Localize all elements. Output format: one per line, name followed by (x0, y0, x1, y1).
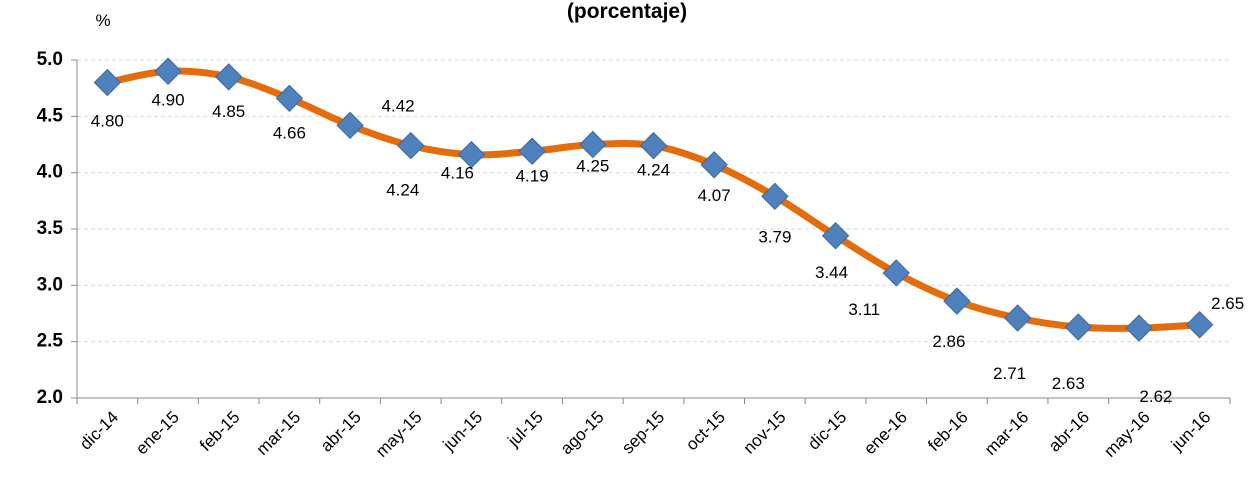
x-tick-label: dic-15 (804, 407, 850, 453)
x-tick-label: sep-15 (618, 407, 668, 457)
x-tick-label: may-15 (372, 407, 426, 461)
x-tick-label: jun-16 (1167, 407, 1215, 455)
marker (275, 84, 304, 113)
y-tick-label: 2.5 (37, 331, 64, 352)
marker (154, 57, 182, 85)
x-tick-label: abr-15 (317, 407, 365, 455)
x-tick-label: oct-15 (682, 407, 729, 454)
marker (518, 137, 546, 165)
y-tick-label: 4.5 (37, 105, 64, 126)
data-label: 4.25 (576, 157, 609, 176)
marker (579, 130, 607, 159)
x-tick-label: feb-15 (196, 407, 244, 455)
x-tick-label: mar-16 (981, 407, 1033, 459)
marker (882, 259, 910, 287)
data-label: 4.42 (382, 96, 415, 115)
y-tick-label: 4.0 (37, 162, 63, 183)
x-tick-label: ago-15 (557, 407, 608, 458)
data-label: 4.66 (273, 123, 306, 142)
data-label: 4.24 (386, 181, 419, 200)
marker (336, 111, 364, 140)
y-axis-label: % (95, 11, 110, 30)
data-label: 4.16 (441, 164, 474, 183)
marker (700, 151, 728, 179)
data-label: 4.80 (91, 112, 124, 131)
x-tick-label: nov-15 (740, 407, 790, 457)
data-label: 2.62 (1139, 387, 1172, 406)
y-tick-label: 2.0 (37, 387, 63, 408)
data-label: 2.86 (932, 332, 965, 351)
x-tick-label: jun-15 (439, 407, 487, 455)
data-label: 2.63 (1052, 374, 1085, 393)
marker (457, 140, 486, 169)
marker (761, 182, 789, 211)
data-label: 4.19 (516, 166, 549, 185)
marker (215, 63, 243, 91)
y-tick-label: 5.0 (37, 49, 63, 70)
x-tick-label: feb-16 (924, 407, 972, 455)
marker (943, 287, 971, 315)
marker (397, 131, 425, 160)
marker (1125, 314, 1153, 342)
data-label: 4.24 (637, 161, 670, 180)
marker (821, 222, 850, 250)
data-label: 2.65 (1211, 294, 1244, 313)
marker (1185, 311, 1214, 339)
data-label: 4.90 (151, 90, 184, 109)
data-label: 4.07 (698, 186, 731, 205)
chart-title: (porcentaje) (567, 0, 687, 23)
x-tick-label: abr-16 (1045, 407, 1093, 455)
marker (93, 68, 122, 97)
x-tick-label: ene-16 (860, 407, 911, 458)
marker (1064, 313, 1092, 341)
data-label: 3.44 (815, 263, 848, 282)
line (106, 67, 1200, 332)
marker (639, 131, 668, 160)
x-tick-label: mar-15 (253, 407, 305, 459)
x-tick-label: may-16 (1100, 407, 1154, 461)
y-tick-label: 3.5 (37, 218, 64, 239)
x-tick-label: jul-15 (503, 407, 547, 451)
x-tick-label: ene-15 (132, 407, 183, 458)
y-tick-label: 3.0 (37, 274, 63, 295)
data-label: 3.11 (848, 300, 880, 319)
x-tick-label: dic-14 (76, 407, 122, 453)
data-label: 4.85 (212, 102, 245, 121)
data-label: 2.71 (993, 364, 1026, 383)
marker (1003, 304, 1032, 332)
data-label: 3.79 (758, 227, 791, 246)
